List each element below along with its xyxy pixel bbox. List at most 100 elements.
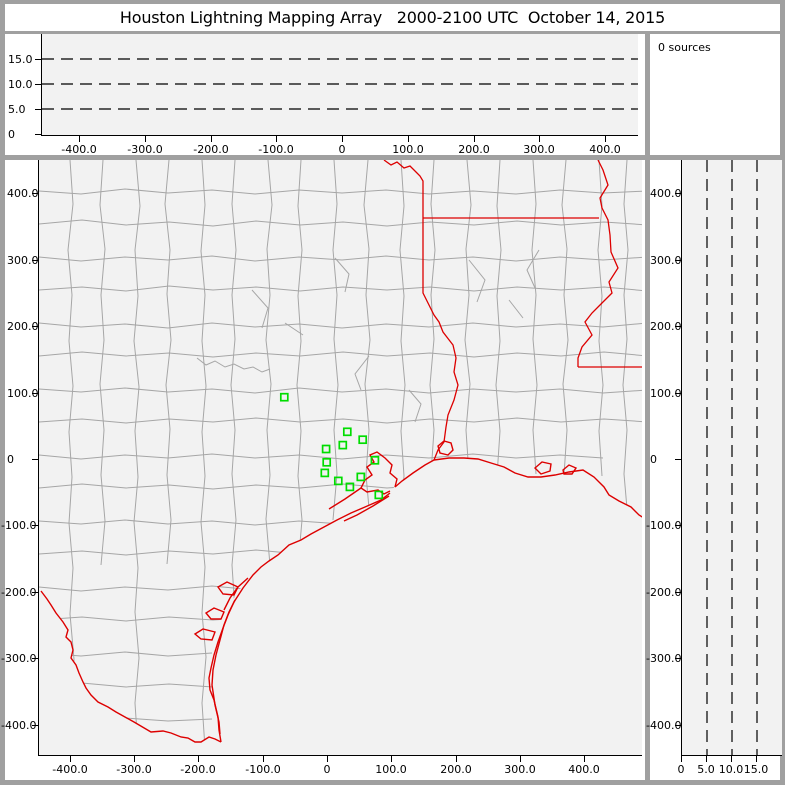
y-tick-label: -300.0 <box>646 652 682 665</box>
x-tick-mark <box>145 136 146 142</box>
x-tick-label: -400.0 <box>61 143 97 156</box>
x-tick-mark <box>456 756 457 762</box>
y-tick-mark <box>35 109 41 110</box>
y-tick-mark <box>675 725 681 726</box>
y-tick-label: -100.0 <box>1 519 37 532</box>
red-river-tx-border <box>383 160 459 461</box>
sabine-lake <box>437 440 454 456</box>
galveston-bay <box>360 451 398 495</box>
y-tick-label: 5.0 <box>8 103 26 116</box>
x-tick-mark <box>342 136 343 142</box>
y-tick-mark <box>675 260 681 261</box>
station-marker <box>370 455 380 465</box>
x-tick-label: -100.0 <box>245 763 281 776</box>
x-tick-label: -400.0 <box>52 763 88 776</box>
matagorda-bay <box>216 581 239 596</box>
x-tick-mark <box>681 756 682 762</box>
y-tick-mark <box>675 592 681 593</box>
x-tick-label: 15.0 <box>743 763 769 776</box>
title-bar: Houston Lightning Mapping Array 2000-210… <box>5 4 780 31</box>
x-tick-mark <box>276 136 277 142</box>
x-tick-label: 0 <box>338 143 346 156</box>
x-tick-mark <box>327 756 328 762</box>
x-tick-label: -200.0 <box>180 763 216 776</box>
bolivar-coast <box>394 459 435 488</box>
lma-stations <box>279 392 384 500</box>
map-svg <box>39 160 642 743</box>
x-tick-label: 300.0 <box>504 763 536 776</box>
sources-panel: 0 sources <box>650 34 780 155</box>
x-tick-mark <box>391 756 392 762</box>
x-tick-label: -300.0 <box>116 763 152 776</box>
y-tick-mark <box>35 59 41 60</box>
gulf-coastline <box>40 440 642 743</box>
x-tick-mark <box>198 756 199 762</box>
x-tick-mark <box>408 136 409 142</box>
y-tick-mark <box>32 459 38 460</box>
vermilion-bay <box>562 464 578 475</box>
texas-coast <box>208 492 391 743</box>
state-borders <box>383 160 642 461</box>
x-tick-mark <box>474 136 475 142</box>
y-tick-mark <box>32 525 38 526</box>
sources-count-label: 0 sources <box>658 41 711 54</box>
x-tick-label: 100.0 <box>392 143 424 156</box>
y-tick-label: -400.0 <box>646 719 682 732</box>
station-marker <box>321 444 331 454</box>
station-marker <box>322 457 332 467</box>
station-marker <box>374 490 384 500</box>
y-tick-mark <box>675 658 681 659</box>
y-tick-label: 200.0 <box>650 320 682 333</box>
baffin-bay <box>193 628 216 641</box>
y-tick-label: -200.0 <box>1 586 37 599</box>
y-tick-mark <box>32 725 38 726</box>
x-tick-mark <box>134 756 135 762</box>
y-tick-mark <box>675 393 681 394</box>
galveston-island <box>343 495 390 522</box>
x-tick-mark <box>79 136 80 142</box>
x-tick-label: 400.0 <box>568 763 600 776</box>
y-tick-mark <box>675 459 681 460</box>
x-tick-label: 0 <box>323 763 331 776</box>
x-tick-label: -200.0 <box>193 143 229 156</box>
x-tick-mark <box>605 136 606 142</box>
matagorda-shore <box>223 577 249 611</box>
altitude-ns-plot <box>681 160 782 756</box>
padre-island <box>211 599 236 735</box>
y-tick-label: 200.0 <box>7 320 39 333</box>
y-tick-mark <box>32 393 38 394</box>
x-tick-mark <box>520 756 521 762</box>
y-tick-label: -300.0 <box>1 652 37 665</box>
y-tick-label: -100.0 <box>646 519 682 532</box>
x-tick-label: 5.0 <box>697 763 715 776</box>
altitude-ew-gridlines <box>42 58 638 110</box>
calcasieu-lake <box>533 461 552 475</box>
station-marker <box>345 482 355 492</box>
station-marker <box>356 472 366 482</box>
x-tick-mark <box>539 136 540 142</box>
x-tick-mark <box>706 756 707 762</box>
y-tick-mark <box>35 84 41 85</box>
y-tick-label: 400.0 <box>7 187 39 200</box>
louisiana-coast <box>433 457 642 518</box>
y-tick-label: 10.0 <box>8 78 33 91</box>
y-tick-label: 100.0 <box>650 387 682 400</box>
x-tick-mark <box>584 756 585 762</box>
y-tick-mark <box>675 525 681 526</box>
x-tick-label: 200.0 <box>458 143 490 156</box>
y-tick-mark <box>35 134 41 135</box>
station-marker <box>338 440 348 450</box>
y-tick-mark <box>32 193 38 194</box>
x-tick-mark <box>731 756 732 762</box>
y-tick-mark <box>32 592 38 593</box>
x-tick-label: 10.0 <box>718 763 744 776</box>
x-tick-label: 200.0 <box>440 763 472 776</box>
county-boundaries <box>39 160 642 742</box>
y-tick-label: 0 <box>7 453 14 466</box>
y-tick-mark <box>32 658 38 659</box>
altitude-ew-plot <box>41 34 638 136</box>
y-tick-mark <box>675 326 681 327</box>
y-tick-label: 400.0 <box>650 187 682 200</box>
west-bay-shore <box>328 487 362 510</box>
